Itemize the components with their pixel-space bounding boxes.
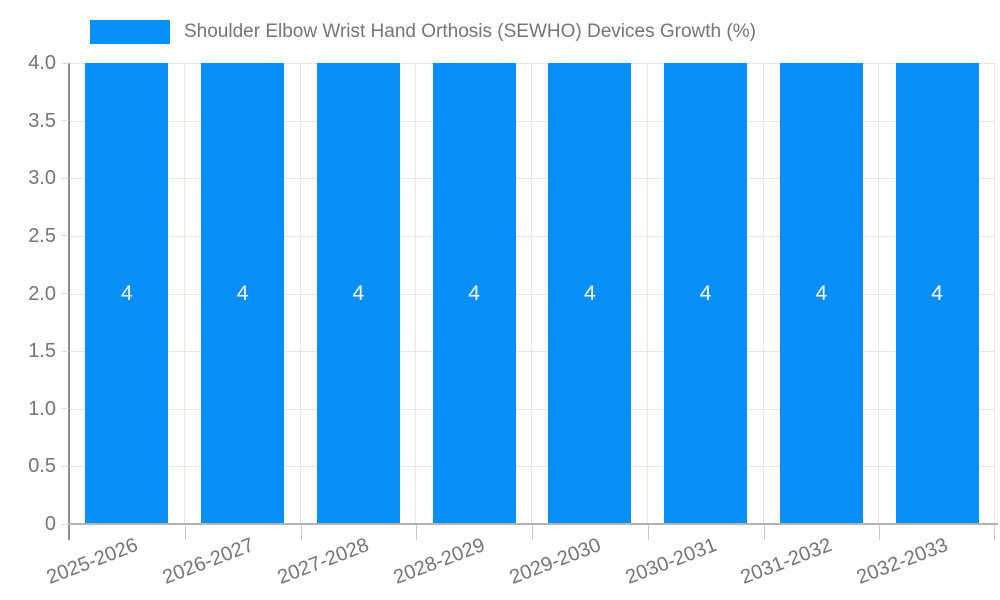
x-axis-tick — [532, 525, 533, 540]
y-axis-tick-label: 0.5 — [28, 455, 56, 478]
x-axis-label: 2026-2027 — [159, 534, 257, 589]
vertical-gridline — [878, 63, 880, 524]
x-axis-label: 2027-2028 — [275, 534, 373, 589]
horizontal-gridline — [69, 293, 995, 295]
y-axis-tick — [61, 408, 69, 410]
bar-value-label: 4 — [815, 281, 828, 305]
bar[interactable]: 4 — [316, 63, 400, 524]
y-axis-tick — [61, 350, 69, 352]
y-axis-tick — [61, 523, 69, 525]
horizontal-gridline — [69, 466, 995, 468]
x-axis-tick — [300, 525, 302, 540]
vertical-gridline — [299, 63, 301, 524]
y-axis-tick — [61, 62, 69, 64]
bar-value-label: 4 — [931, 281, 943, 305]
y-axis-tick-label: 1.5 — [28, 340, 56, 363]
vertical-gridline — [762, 63, 764, 524]
y-axis-tick-label: 3.0 — [28, 167, 56, 190]
y-axis-tick — [61, 465, 69, 467]
bar-value-label: 4 — [584, 281, 596, 305]
x-axis-tick — [69, 525, 70, 540]
horizontal-gridline — [69, 408, 995, 410]
vertical-gridline — [646, 63, 648, 524]
bar-value-label: 4 — [699, 281, 712, 305]
legend-swatch — [90, 20, 170, 44]
bar[interactable]: 4 — [85, 63, 169, 524]
x-axis-label: 2025-2026 — [43, 534, 141, 589]
x-axis-label: 2032-2033 — [853, 534, 952, 589]
legend-item[interactable]: Shoulder Elbow Wrist Hand Orthosis (SEWH… — [90, 20, 756, 44]
vertical-gridline — [415, 63, 417, 524]
x-axis-tick — [416, 525, 418, 540]
y-axis-tick-label: 0 — [44, 513, 56, 535]
bar[interactable]: 4 — [664, 63, 748, 524]
vertical-gridline — [183, 63, 185, 524]
y-axis-tick-label: 2.0 — [28, 282, 56, 305]
x-axis-line — [69, 523, 998, 525]
horizontal-gridline — [69, 351, 995, 353]
bar[interactable]: 4 — [201, 63, 285, 524]
vertical-gridline — [531, 63, 532, 524]
bar[interactable]: 4 — [548, 63, 632, 524]
x-axis-label: 2029-2030 — [506, 534, 604, 589]
horizontal-gridline — [69, 235, 995, 237]
x-axis-label: 2031-2032 — [738, 534, 836, 589]
y-axis-tick — [61, 235, 69, 237]
vertical-gridline — [994, 63, 995, 524]
bar-value-label: 4 — [121, 281, 133, 305]
bar[interactable]: 4 — [432, 63, 516, 524]
y-axis-tick — [61, 177, 69, 179]
y-axis-tick-label: 1.0 — [28, 397, 56, 420]
chart-title: Shoulder Elbow Wrist Hand Orthosis (SEWH… — [184, 21, 756, 42]
x-axis-tick — [184, 525, 186, 540]
x-axis-label: 2028-2029 — [390, 534, 489, 589]
horizontal-gridline — [69, 178, 995, 180]
x-axis-tick — [647, 525, 649, 540]
horizontal-gridline — [69, 63, 995, 64]
bar[interactable]: 4 — [779, 63, 863, 524]
bar-value-label: 4 — [352, 281, 365, 305]
y-axis-tick — [61, 293, 69, 294]
x-axis-tick — [994, 525, 995, 540]
x-axis-tick — [879, 525, 881, 540]
x-axis-tick — [763, 525, 765, 540]
y-axis-tick — [61, 120, 69, 122]
plot-area: 4 4 4 4 4 4 4 4 — [69, 63, 995, 524]
horizontal-gridline — [69, 120, 995, 122]
y-axis-tick-label: 3.5 — [28, 109, 56, 132]
y-axis-line — [68, 63, 70, 540]
y-axis-tick-label: 4.0 — [28, 52, 56, 74]
bar[interactable]: 4 — [895, 63, 979, 524]
y-axis-tick-label: 2.5 — [28, 224, 56, 247]
x-axis-label: 2030-2031 — [622, 534, 720, 589]
bar-value-label: 4 — [236, 281, 249, 305]
bar-value-label: 4 — [468, 281, 480, 305]
